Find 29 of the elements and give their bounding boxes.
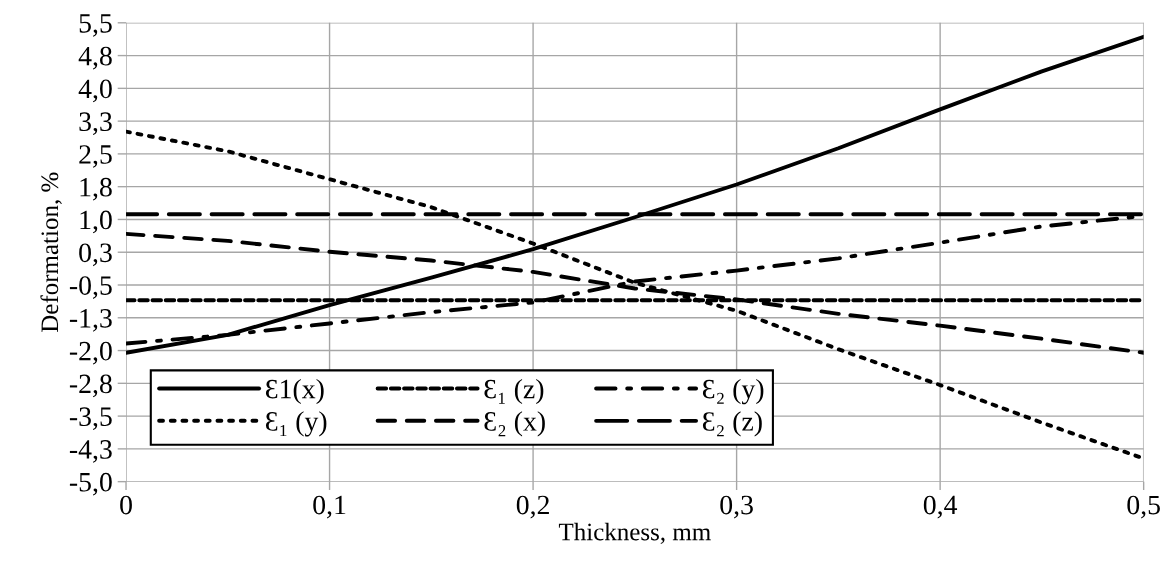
x-tick-label: 0,4	[923, 495, 958, 519]
y-tick-label: 3,3	[79, 112, 112, 136]
y-tick-label: -1,3	[69, 309, 112, 332]
legend-label: Ɛ₂ (y)	[702, 378, 764, 405]
y-tick-label: 5,5	[79, 14, 112, 37]
y-tick-label: 1,8	[80, 177, 112, 201]
x-tick-label: 0,5	[1127, 495, 1160, 519]
legend-label: Ɛ1(x)	[265, 378, 324, 405]
legend-label: Ɛ₂ (z)	[702, 411, 762, 437]
y-tick-label: -3,5	[69, 407, 112, 431]
y-tick-label: 2,5	[79, 145, 112, 168]
x-tick-label: 0,2	[516, 495, 549, 519]
legend-label: Ɛ₁ (y)	[265, 411, 327, 437]
y-tick-label: -5,0	[69, 472, 112, 496]
x-axis-title: Thickness, mm	[558, 522, 711, 544]
x-tick-label: 0,1	[313, 495, 346, 519]
y-tick-label: -4,3	[69, 440, 112, 463]
y-axis-title: Deformation, %	[40, 172, 62, 333]
y-tick-label: -0,5	[69, 276, 112, 299]
legend-label: Ɛ₂ (x)	[484, 411, 545, 437]
x-tick-label: 0	[120, 495, 132, 515]
y-tick-label: 0,3	[79, 243, 112, 267]
y-tick-label: -2,8	[69, 374, 112, 398]
y-tick-label: 4,8	[78, 46, 112, 70]
y-tick-label: 4,0	[78, 79, 112, 103]
y-tick-label: 1,0	[80, 210, 112, 234]
legend-label: Ɛ₁ (z)	[484, 378, 544, 405]
y-tick-label: -2,0	[69, 341, 112, 365]
x-tick-label: 0,3	[720, 495, 753, 519]
